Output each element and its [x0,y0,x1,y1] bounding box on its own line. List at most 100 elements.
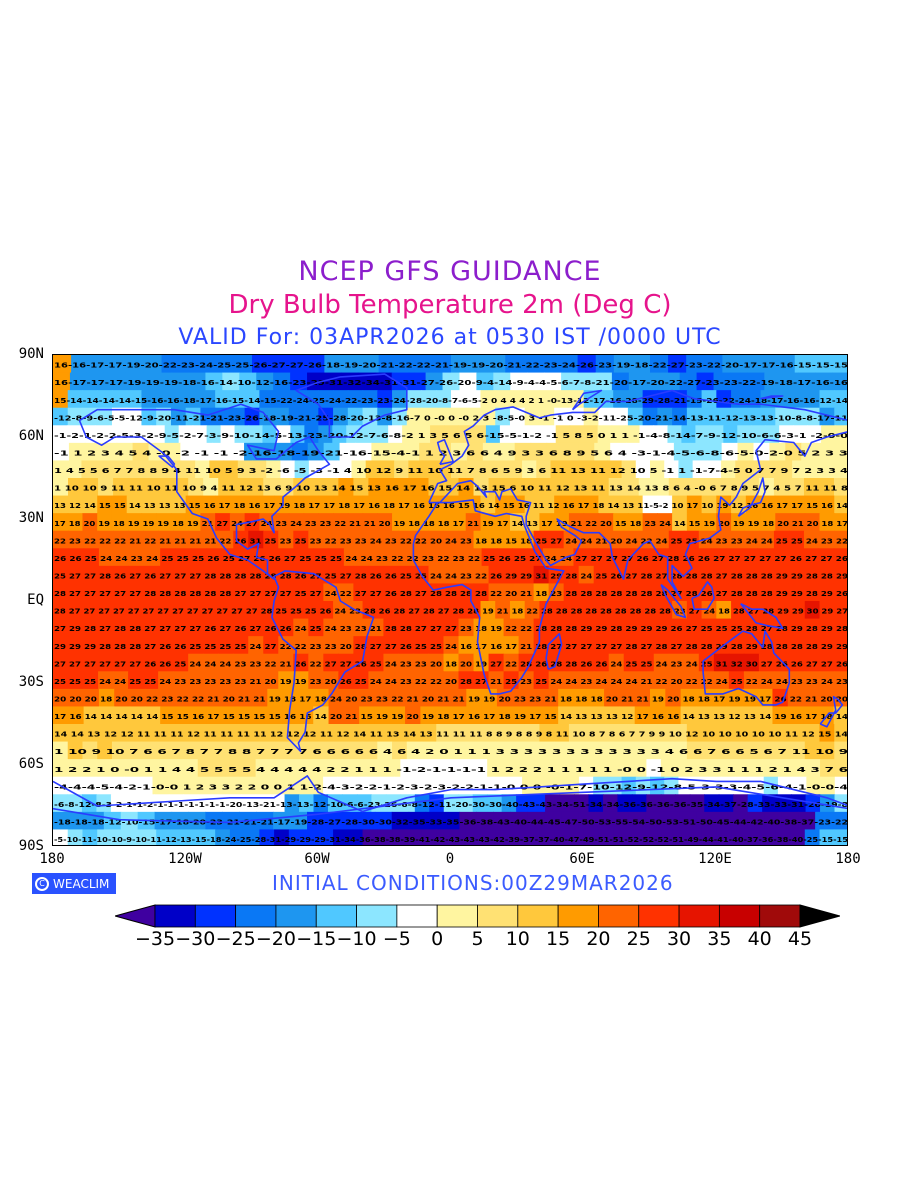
temperature-cell [765,425,780,444]
colorbar-tick-label: 15 [546,928,571,950]
temperature-cell [158,671,174,690]
temperature-cell [539,495,555,514]
temperature-cell [429,759,445,778]
temperature-cell [527,706,544,725]
temperature-cell [485,425,501,444]
temperature-cell [541,355,561,374]
temperature-cell [259,442,277,462]
temperature-cell [564,776,580,795]
temperature-cell [252,688,268,708]
temperature-cell [542,688,559,708]
temperature-cell [686,601,703,620]
temperature-cell [168,759,184,778]
temperature-cell [53,548,69,567]
temperature-cell [642,724,658,743]
temperature-cell [696,372,715,391]
temperature-cell [662,811,681,831]
temperature-cell [205,811,223,831]
temperature-cell [678,776,694,795]
temperature-cell [328,548,345,567]
temperature-cell [686,355,705,374]
temperature-cell [775,724,791,743]
temperature-cell [69,372,88,391]
temperature-cell [803,548,819,567]
temperature-cell [623,618,640,637]
temperature-cell [436,513,452,532]
temperature-cell [804,829,821,845]
temperature-cell [653,636,670,655]
temperature-cell [383,636,400,655]
temperature-cell [428,618,445,637]
temperature-cell [578,671,595,690]
temperature-cell [137,372,156,391]
temperature-cell [650,776,665,795]
temperature-cell [794,355,814,374]
temperature-cell [125,759,141,778]
temperature-cell [443,565,460,585]
temperature-cell [495,513,511,532]
temperature-cell [170,724,187,743]
temperature-cell [514,442,532,462]
colorbar-min-arrow [115,904,156,928]
temperature-cell [728,530,745,549]
temperature-cell [388,425,403,444]
temperature-cell [772,548,789,567]
temperature-cell [638,478,655,497]
temperature-cell [111,390,128,409]
temperature-cell [705,442,723,462]
colorbar-tick-label: 35 [707,928,732,950]
temperature-cell [554,829,570,845]
temperature-cell [758,530,775,549]
temperature-cell [760,741,776,760]
temperature-cell [623,478,640,497]
temperature-cell [236,688,253,708]
temperature-cell [323,653,339,672]
temperature-cell [68,583,84,602]
temperature-cell [451,460,466,479]
temperature-cell [83,618,99,637]
temperature-field: 16-16-17-17-19-20-22-23-24-25-25-26-27-2… [53,355,848,845]
temperature-cell [67,513,84,532]
temperature-cell [98,653,114,672]
colorbar-tick-label: −30 [175,928,216,950]
temperature-cell [758,583,775,602]
temperature-cell [623,583,640,602]
temperature-cell [623,636,640,655]
temperature-cell [760,829,776,845]
temperature-cell [262,425,278,444]
temperature-cell [81,759,98,778]
temperature-cell [203,653,219,672]
temperature-cell [67,759,83,778]
temperature-cell [619,706,636,725]
temperature-cell [270,794,286,813]
temperature-cell [291,442,309,462]
temperature-cell [527,372,545,391]
coastline [436,438,455,466]
temperature-cell [368,530,385,549]
value-row-label: 1 4 5 5 6 7 7 8 8 9 4 11 10 5 9 3 -2 -6 … [54,466,848,475]
temperature-cell [773,565,790,585]
temperature-cell [548,478,565,497]
temperature-cell [318,829,334,845]
temperature-cell [183,794,199,813]
temperature-cell [713,478,730,497]
temperature-cell [313,759,329,778]
temperature-cell [53,653,69,672]
temperature-cell [66,425,82,444]
temperature-cell [68,688,85,708]
temperature-cell [256,372,274,391]
lat-label-30s: 30S [18,674,44,690]
temperature-cell [188,530,204,549]
temperature-cell [818,530,835,549]
temperature-cell [68,548,85,567]
temperature-cell [293,653,309,672]
temperature-cell [773,583,790,602]
temperature-cell [613,829,629,845]
temperature-cell [638,653,655,672]
temperature-cell [297,688,314,708]
temperature-cell [747,372,765,391]
temperature-cell [818,618,835,637]
temperature-cell [653,425,669,444]
temperature-cell [387,442,404,462]
temperature-cell [67,741,84,760]
